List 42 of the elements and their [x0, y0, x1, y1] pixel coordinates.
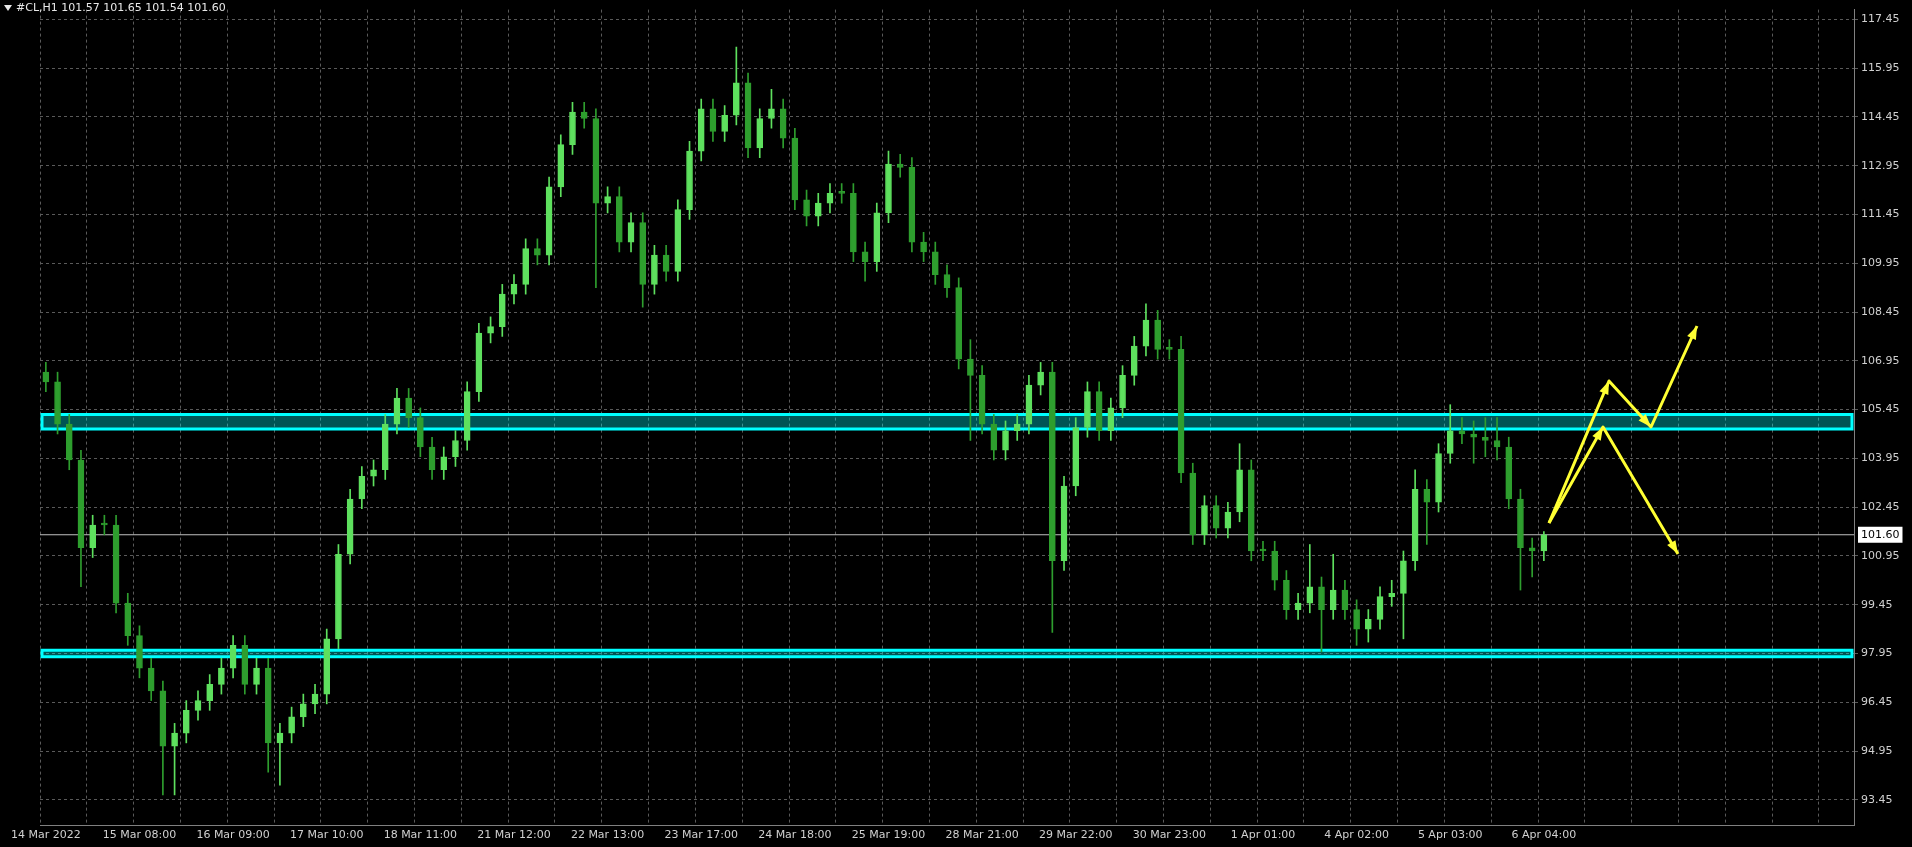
- x-tick-label: 21 Mar 12:00: [477, 828, 551, 842]
- ref-line-label: 101.60: [1861, 527, 1900, 541]
- chart-title: #CL,H1 101.57 101.65 101.54 101.60: [16, 1, 226, 14]
- y-tick-label: 111.45: [1861, 207, 1900, 221]
- candlestick: [580, 101, 588, 129]
- x-tick-label: 1 Apr 01:00: [1230, 828, 1296, 842]
- x-tick-label: 18 Mar 11:00: [383, 828, 458, 842]
- y-tick-label: 103.95: [1861, 451, 1900, 465]
- y-tick-label: 109.95: [1861, 256, 1900, 270]
- x-tick-label: 6 Apr 04:00: [1511, 828, 1577, 842]
- x-tick-label: 15 Mar 08:00: [102, 828, 177, 842]
- candlestick: [1013, 414, 1021, 441]
- x-tick-label: 17 Mar 10:00: [290, 828, 364, 842]
- y-tick-label: 100.95: [1861, 548, 1900, 562]
- x-tick-label: 29 Mar 22:00: [1039, 828, 1113, 842]
- x-tick-label: 14 Mar 2022: [10, 828, 81, 842]
- y-tick-label: 106.95: [1861, 353, 1900, 367]
- candlestick: [896, 153, 904, 178]
- y-tick-label: 114.45: [1861, 109, 1900, 123]
- candlestick: [838, 183, 845, 204]
- y-tick-label: 93.45: [1861, 792, 1893, 806]
- y-tick-label: 97.95: [1861, 646, 1893, 660]
- y-tick-label: 99.45: [1861, 597, 1893, 611]
- y-tick-label: 96.45: [1861, 695, 1893, 709]
- x-tick-label: 5 Apr 03:00: [1417, 828, 1483, 842]
- y-tick-label: 102.45: [1861, 499, 1900, 513]
- y-tick-label: 115.95: [1861, 60, 1900, 74]
- y-tick-label: 105.45: [1861, 402, 1900, 416]
- x-tick-label: 30 Mar 23:00: [1132, 828, 1207, 842]
- x-tick-label: 24 Mar 18:00: [758, 828, 832, 842]
- y-tick-label: 117.45: [1861, 12, 1900, 26]
- x-tick-label: 4 Apr 02:00: [1324, 828, 1389, 842]
- x-tick-label: 23 Mar 17:00: [664, 828, 738, 842]
- candlestick: [1388, 579, 1396, 607]
- x-tick-label: 16 Mar 09:00: [196, 828, 270, 842]
- x-tick-label: 22 Mar 13:00: [570, 828, 645, 842]
- y-tick-label: 112.95: [1861, 158, 1900, 172]
- x-tick-label: 28 Mar 21:00: [945, 828, 1019, 842]
- y-tick-label: 108.45: [1861, 304, 1900, 318]
- x-tick-label: 25 Mar 19:00: [851, 828, 926, 842]
- y-tick-label: 94.95: [1861, 743, 1893, 757]
- candlestick: [1306, 544, 1314, 614]
